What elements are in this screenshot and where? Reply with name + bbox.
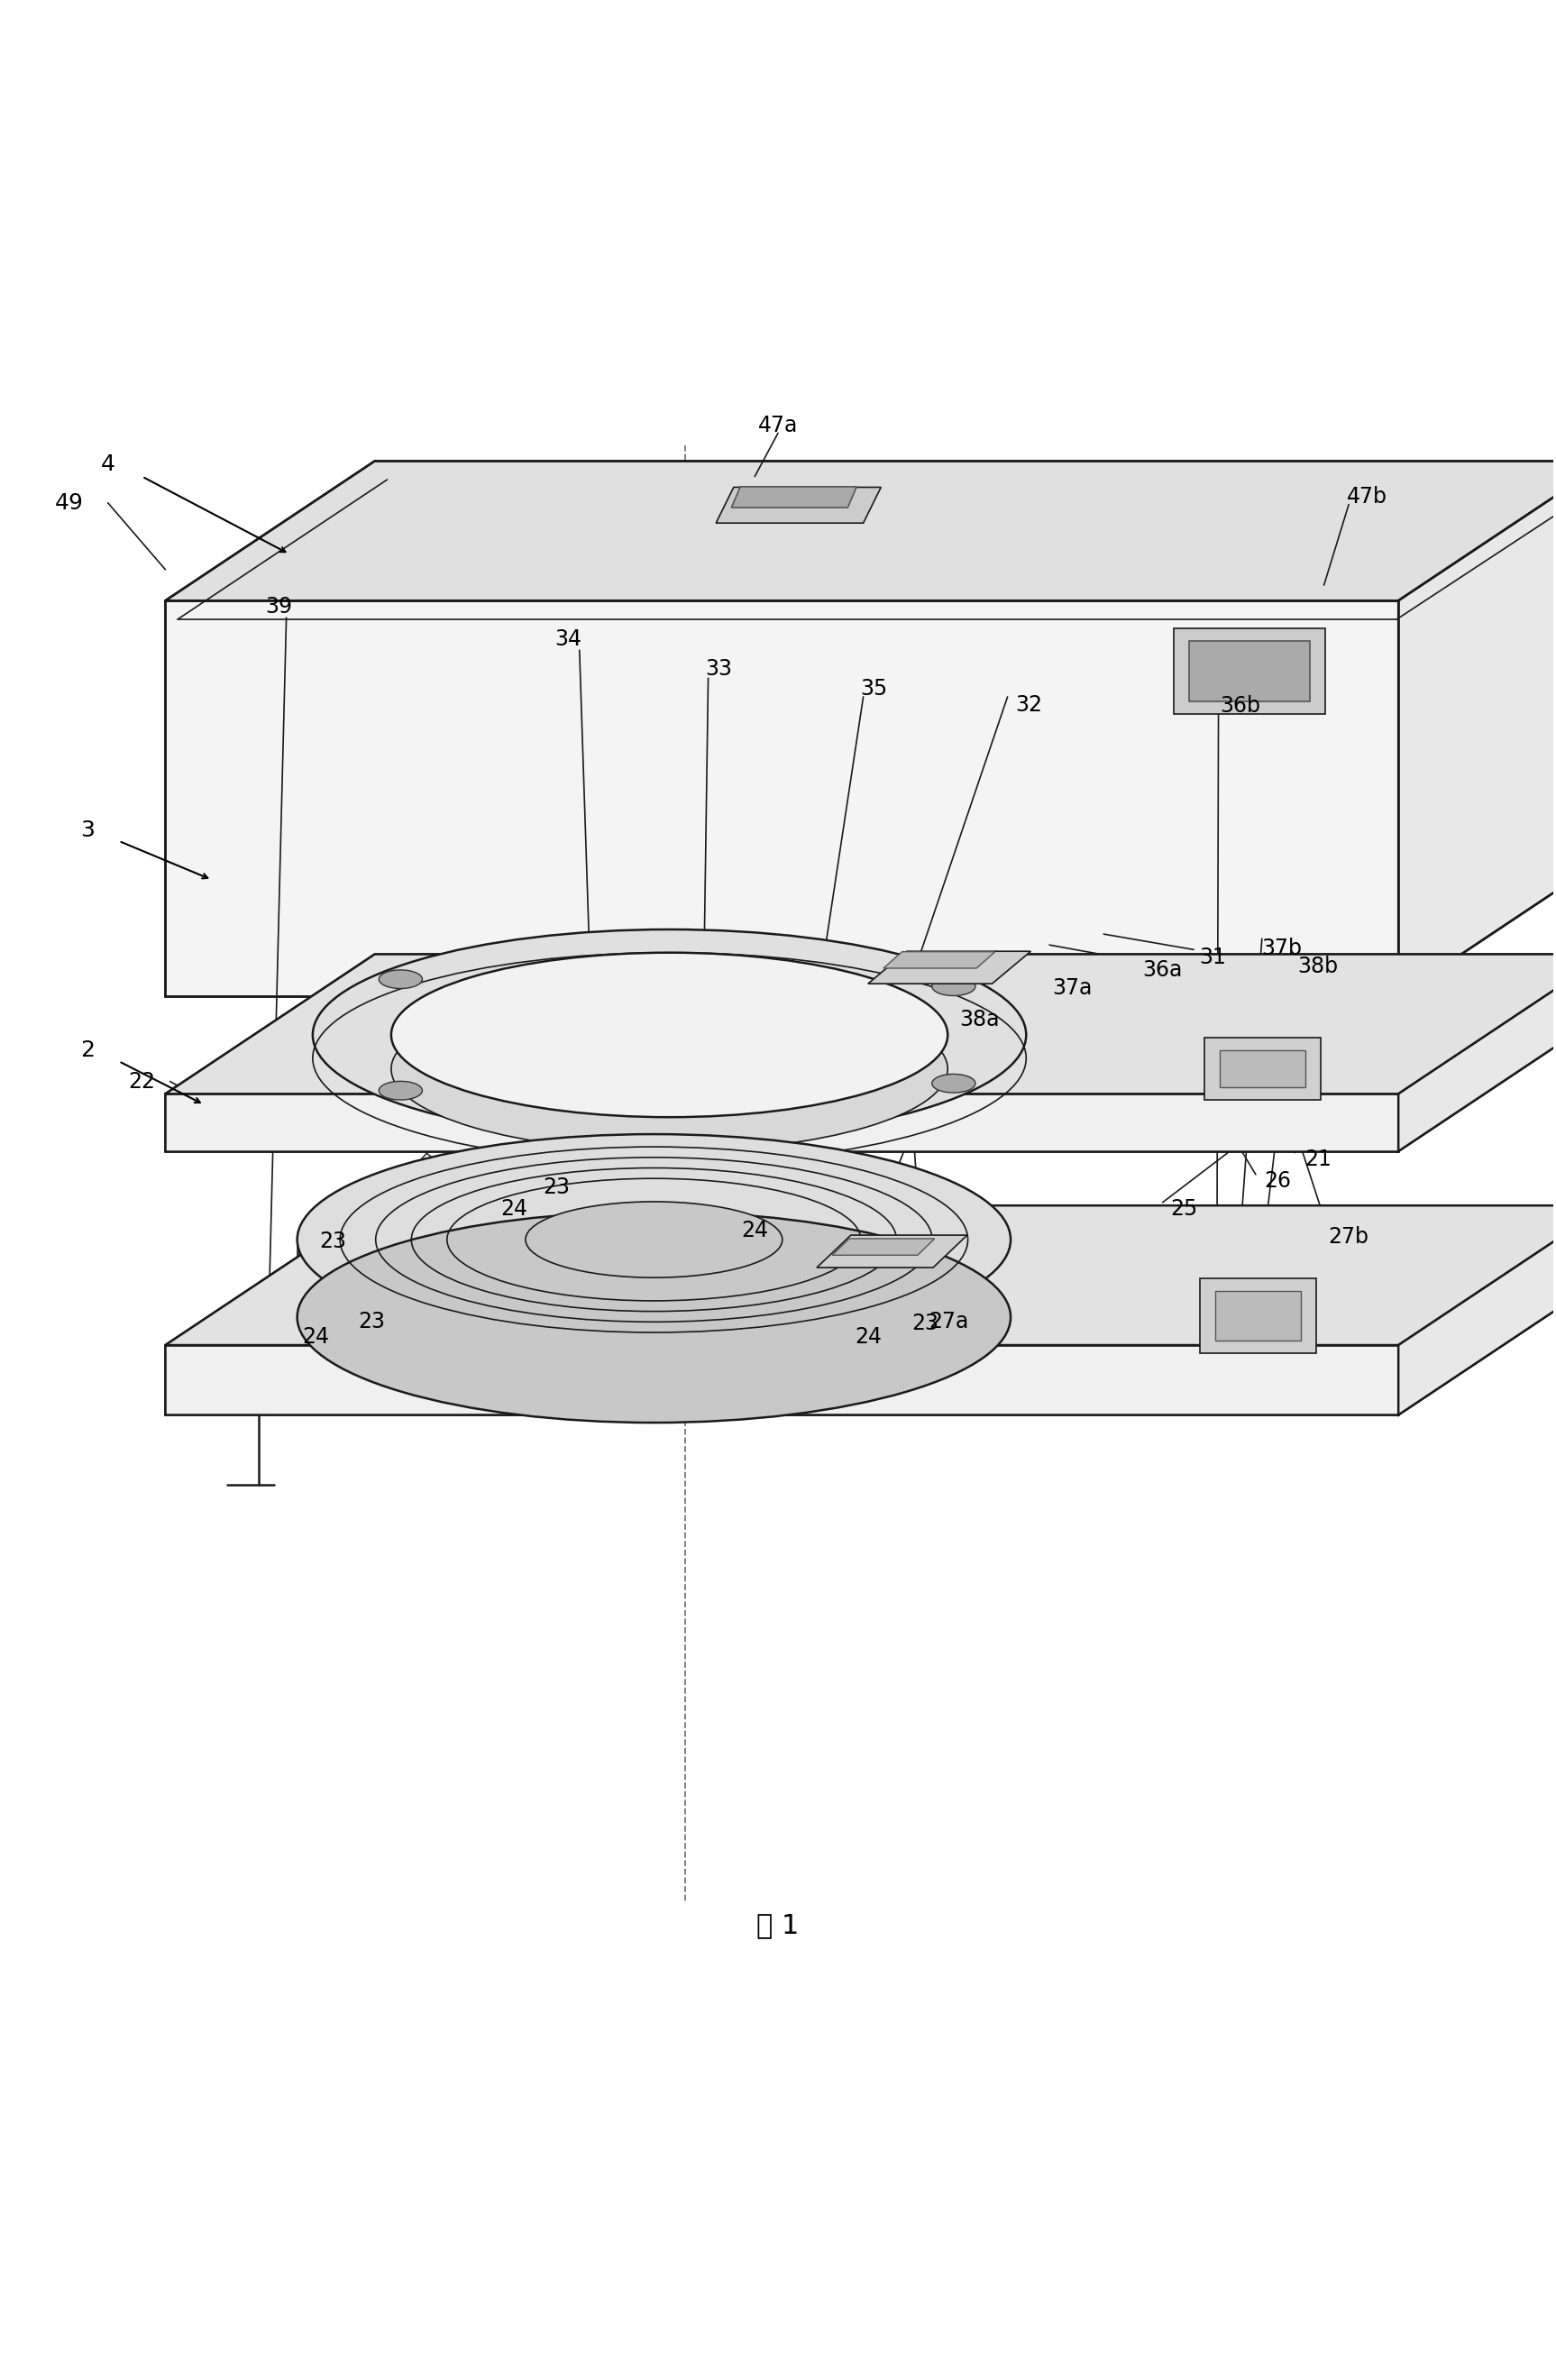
Text: 23: 23: [543, 1176, 569, 1197]
Text: 23: 23: [358, 1311, 386, 1333]
Polygon shape: [165, 954, 1556, 1095]
Ellipse shape: [932, 1073, 976, 1092]
Text: 36b: 36b: [1220, 695, 1260, 716]
Text: 31: 31: [1198, 947, 1226, 969]
Polygon shape: [165, 1345, 1399, 1414]
Polygon shape: [1215, 1290, 1301, 1340]
Polygon shape: [817, 1235, 968, 1269]
Ellipse shape: [378, 1081, 422, 1100]
Polygon shape: [1399, 1207, 1556, 1414]
Text: 35: 35: [860, 678, 888, 700]
Text: 26: 26: [1263, 1171, 1291, 1192]
Polygon shape: [1200, 1278, 1316, 1352]
Text: 36a: 36a: [1142, 959, 1183, 981]
Text: 23: 23: [319, 1230, 347, 1252]
Text: 23: 23: [912, 1311, 938, 1335]
Text: 25: 25: [1170, 1197, 1198, 1219]
Polygon shape: [731, 488, 857, 507]
Text: 4: 4: [101, 452, 115, 476]
Text: 24: 24: [854, 1326, 882, 1347]
Ellipse shape: [378, 971, 422, 988]
Text: 22: 22: [129, 1071, 156, 1092]
Ellipse shape: [297, 1211, 1011, 1423]
Ellipse shape: [297, 1135, 1011, 1345]
Text: 33: 33: [705, 657, 733, 681]
Polygon shape: [884, 952, 996, 969]
Text: 38b: 38b: [1298, 957, 1338, 978]
Text: 37b: 37b: [1262, 938, 1302, 959]
Text: 34: 34: [555, 628, 582, 650]
Ellipse shape: [391, 988, 948, 1152]
Polygon shape: [1189, 640, 1310, 702]
Polygon shape: [868, 952, 1030, 983]
Text: 47a: 47a: [758, 414, 798, 436]
Polygon shape: [165, 462, 1556, 600]
Text: 38a: 38a: [960, 1009, 999, 1031]
Text: 27b: 27b: [1329, 1226, 1369, 1247]
Text: 49: 49: [54, 493, 84, 514]
Text: 32: 32: [1016, 693, 1043, 716]
Text: 47b: 47b: [1347, 486, 1388, 507]
Text: 27a: 27a: [929, 1311, 969, 1333]
Ellipse shape: [526, 1202, 783, 1278]
Polygon shape: [1173, 628, 1326, 714]
Text: 3: 3: [81, 819, 95, 840]
Text: 2: 2: [81, 1040, 95, 1061]
Text: 24: 24: [501, 1197, 527, 1219]
Polygon shape: [165, 1095, 1399, 1152]
Polygon shape: [165, 1207, 1556, 1345]
Polygon shape: [716, 488, 881, 524]
Text: 24: 24: [302, 1326, 330, 1347]
Polygon shape: [832, 1238, 935, 1254]
Polygon shape: [1399, 462, 1556, 997]
Polygon shape: [1220, 1050, 1305, 1088]
Text: 图 1: 图 1: [756, 1911, 800, 1937]
Polygon shape: [1399, 954, 1556, 1152]
Polygon shape: [1204, 1038, 1321, 1100]
Text: 21: 21: [1304, 1147, 1332, 1171]
Ellipse shape: [313, 931, 1025, 1140]
Text: 37a: 37a: [1053, 978, 1092, 1000]
Text: 39: 39: [265, 595, 293, 619]
Polygon shape: [165, 600, 1399, 997]
Text: 24: 24: [741, 1219, 769, 1240]
Ellipse shape: [391, 952, 948, 1116]
Ellipse shape: [932, 978, 976, 995]
